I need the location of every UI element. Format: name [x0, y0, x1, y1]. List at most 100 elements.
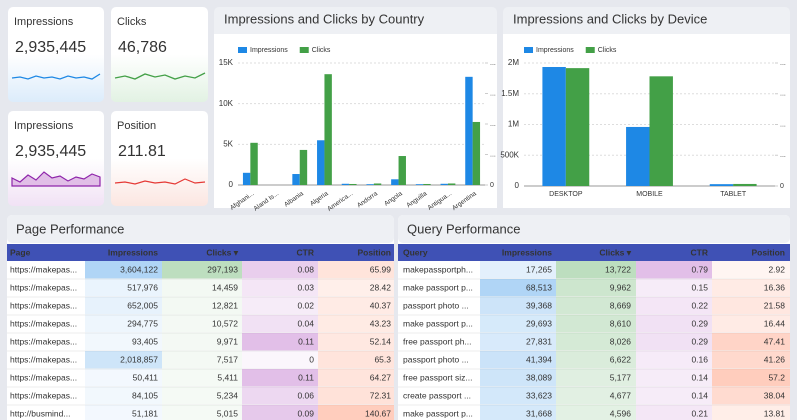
legend-label: Clicks [312, 47, 331, 54]
scorecard-label: Clicks [117, 16, 147, 28]
column-header: Impressions [502, 247, 552, 257]
heat-cell [162, 405, 242, 420]
heat-cell [85, 279, 162, 297]
heat-cell [242, 279, 318, 297]
table-cell: 2,018,857 [120, 354, 158, 364]
heat-cell [480, 315, 556, 333]
heat-cell [318, 387, 394, 405]
bar [649, 76, 673, 186]
bar [391, 179, 399, 185]
heat-cell [242, 387, 318, 405]
heat-cell [636, 369, 712, 387]
table-cell: create passport ... [403, 390, 471, 400]
heat-cell [636, 333, 712, 351]
heat-cell [556, 387, 636, 405]
heat-cell [242, 351, 318, 369]
sparkline [114, 178, 206, 185]
table-cell: 16.44 [764, 318, 786, 328]
table-cell: 5,411 [217, 372, 238, 382]
heat-cell [556, 405, 636, 420]
table-cell: 140.67 [365, 408, 391, 418]
heat-cell [85, 369, 162, 387]
heat-cell [242, 315, 318, 333]
table-cell: 21.58 [764, 300, 786, 310]
table-cell: 0.29 [691, 318, 708, 328]
column-header: Clicks ▾ [599, 247, 631, 257]
legend-swatch [524, 47, 533, 53]
bar [565, 68, 590, 186]
table-cell: 0.03 [297, 282, 314, 292]
heat-cell [556, 333, 636, 351]
heat-cell [318, 369, 394, 387]
table-cell: 43.23 [370, 318, 392, 328]
x-tick-label: DESKTOP [549, 191, 583, 198]
table-cell: 0.02 [297, 300, 314, 310]
bar [317, 140, 325, 185]
table-cell: https://makepas... [10, 300, 77, 310]
bar [440, 183, 448, 185]
table-cell: 0.11 [298, 336, 314, 346]
table-cell: https://makepas... [10, 354, 77, 364]
bar [292, 174, 300, 185]
scorecard-label: Position [117, 120, 156, 132]
heat-cell [318, 279, 394, 297]
table-cell: 10,572 [212, 318, 238, 328]
table-cell: https://makepas... [10, 264, 77, 274]
column-header: Clicks ▾ [206, 247, 238, 257]
chart-title: Impressions and Clicks by Country [224, 11, 425, 26]
heat-cell [712, 261, 790, 279]
scorecard-value: 2,935,445 [15, 39, 86, 56]
table-cell: 84,105 [132, 390, 158, 400]
bar [626, 126, 650, 186]
table-cell: free passport ph... [403, 336, 472, 346]
bar [341, 183, 350, 185]
bar [542, 66, 566, 186]
table-cell: http://busmind... [10, 408, 70, 418]
table-cell: 8,610 [610, 318, 632, 328]
table-cell: free passport siz... [403, 372, 472, 382]
y-tick-label: 15K [219, 58, 234, 67]
heat-cell [162, 297, 242, 315]
heat-cell [85, 387, 162, 405]
chart-title: Impressions and Clicks by Device [513, 11, 707, 26]
table-cell: 29,693 [526, 318, 552, 328]
heat-cell [162, 279, 242, 297]
heat-cell [242, 297, 318, 315]
table-cell: make passport p... [403, 282, 473, 292]
heat-cell [556, 297, 636, 315]
heat-cell [480, 297, 556, 315]
legend-label: Impressions [536, 47, 574, 54]
heat-cell [242, 369, 318, 387]
sparkline [11, 73, 101, 80]
table-title: Page Performance [16, 221, 124, 236]
table-cell: 64.27 [370, 372, 392, 382]
y2-tick-label: ... [490, 151, 496, 158]
y2-tick-label: ... [490, 121, 496, 128]
heat-cell [480, 387, 556, 405]
bar [415, 184, 424, 185]
table-cell: 4,596 [610, 408, 632, 418]
table-title-bar [398, 215, 790, 243]
table-cell: https://makepas... [10, 372, 77, 382]
heat-cell [712, 279, 790, 297]
table-cell: 47.41 [764, 336, 786, 346]
table-cell: 652,005 [127, 300, 158, 310]
scorecard-value: 211.81 [118, 143, 166, 160]
y2-tick-label: ... [490, 90, 496, 97]
bar [465, 76, 473, 185]
table-cell: 65.99 [370, 264, 392, 274]
table-cell: https://makepas... [10, 282, 77, 292]
heat-cell [636, 405, 712, 420]
legend-swatch [238, 47, 247, 53]
heat-cell [162, 351, 242, 369]
table-cell: 16.36 [764, 282, 786, 292]
heat-cell [712, 297, 790, 315]
y-tick-label: 10K [219, 99, 234, 108]
table-cell: 7,517 [217, 354, 239, 364]
column-header: CTR [691, 247, 708, 257]
y-tick-label: 500K [500, 150, 519, 159]
table-cell: 51,181 [132, 408, 158, 418]
heat-cell [318, 333, 394, 351]
heat-cell [242, 333, 318, 351]
